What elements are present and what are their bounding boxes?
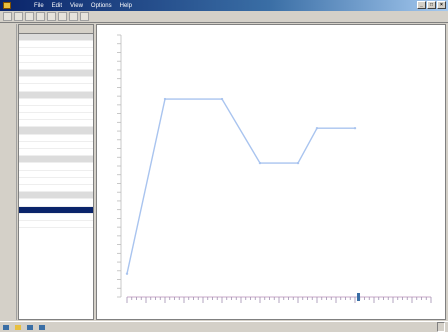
property-row[interactable] <box>19 214 93 221</box>
property-row[interactable] <box>19 221 93 229</box>
status-item-1 <box>3 324 11 330</box>
property-row[interactable] <box>19 171 93 178</box>
playhead-marker <box>357 293 360 301</box>
toolbar-button-open[interactable] <box>14 12 23 21</box>
menu-bar: File Edit View Options Help <box>34 3 132 9</box>
series-line <box>126 98 355 274</box>
toolbar-button-zoom[interactable] <box>69 12 78 21</box>
property-row[interactable] <box>19 84 93 92</box>
chart-area <box>96 24 446 320</box>
status-blue-icon <box>3 324 9 330</box>
data-point <box>163 97 167 101</box>
property-group-row[interactable] <box>19 127 93 135</box>
property-row[interactable] <box>19 135 93 142</box>
property-row[interactable] <box>19 120 93 128</box>
toolbar-button-cut[interactable] <box>47 12 56 21</box>
status-yellow-icon <box>15 324 21 330</box>
property-group-row[interactable] <box>19 34 93 42</box>
property-row[interactable] <box>19 206 93 214</box>
property-group-row[interactable] <box>19 192 93 200</box>
data-point <box>315 126 319 130</box>
property-row[interactable] <box>19 163 93 171</box>
status-item-2 <box>15 324 23 330</box>
app-icon <box>3 2 11 9</box>
data-point <box>296 161 300 165</box>
property-row[interactable] <box>19 199 93 207</box>
menu-item-options[interactable]: Options <box>90 2 112 9</box>
property-group-row[interactable] <box>19 69 93 78</box>
left-dock-strip <box>0 24 17 320</box>
property-panel <box>18 24 94 320</box>
window-controls: _ □ × <box>417 1 446 9</box>
line-chart <box>117 34 432 303</box>
property-group-row[interactable] <box>19 156 93 164</box>
minimize-button[interactable]: _ <box>417 1 426 9</box>
status-right-field <box>437 322 445 332</box>
menu-item-view[interactable]: View <box>70 2 83 9</box>
menu-item-help[interactable]: Help <box>119 2 132 9</box>
title-bar: File Edit View Options Help _ □ × <box>0 0 448 11</box>
status-bar <box>0 321 448 332</box>
status-item-4 <box>39 324 47 330</box>
toolbar <box>0 11 448 23</box>
status-blue-icon-2 <box>27 324 33 330</box>
property-row[interactable] <box>19 142 93 149</box>
property-list <box>19 34 93 229</box>
property-row[interactable] <box>19 63 93 70</box>
data-point <box>220 97 224 101</box>
data-point <box>353 126 357 130</box>
toolbar-button-chart[interactable] <box>80 12 89 21</box>
toolbar-button-save[interactable] <box>25 12 34 21</box>
toolbar-button-new[interactable] <box>3 12 12 21</box>
data-point <box>125 272 129 275</box>
property-row[interactable] <box>19 41 93 49</box>
property-row[interactable] <box>19 77 93 85</box>
property-row[interactable] <box>19 149 93 157</box>
property-group-row[interactable] <box>19 91 93 99</box>
close-button[interactable]: × <box>437 1 446 9</box>
status-blue-icon-3 <box>39 324 45 330</box>
property-row[interactable] <box>19 99 93 106</box>
toolbar-button-copy[interactable] <box>58 12 67 21</box>
menu-item-edit[interactable]: Edit <box>51 2 63 9</box>
property-panel-header <box>19 25 93 34</box>
data-point <box>258 161 262 165</box>
menu-item-file[interactable]: File <box>34 2 44 9</box>
property-row[interactable] <box>19 48 93 56</box>
property-row[interactable] <box>19 113 93 121</box>
property-row[interactable] <box>19 178 93 185</box>
property-row[interactable] <box>19 185 93 193</box>
status-item-3 <box>27 324 35 330</box>
property-row[interactable] <box>19 106 93 114</box>
property-row[interactable] <box>19 56 93 63</box>
toolbar-button-print[interactable] <box>36 12 45 21</box>
maximize-button[interactable]: □ <box>427 1 436 9</box>
